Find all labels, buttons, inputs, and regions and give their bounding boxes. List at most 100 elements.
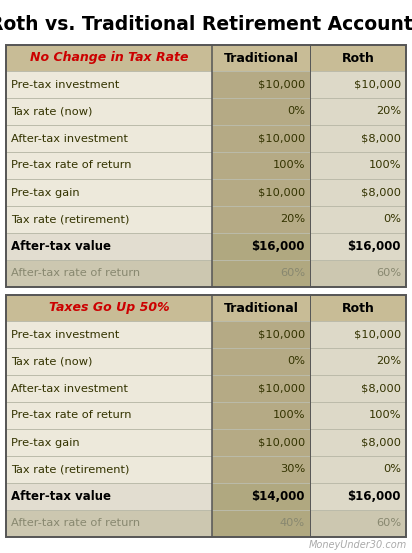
Bar — [6, 483, 212, 510]
Bar — [212, 456, 310, 483]
Bar — [212, 510, 310, 537]
Bar — [6, 152, 212, 179]
Text: $8,000: $8,000 — [361, 187, 401, 197]
Bar — [6, 98, 212, 125]
Text: Roth: Roth — [342, 51, 375, 65]
Bar — [212, 206, 310, 233]
Text: $10,000: $10,000 — [258, 80, 305, 90]
Text: $10,000: $10,000 — [258, 133, 305, 143]
Text: Pre-tax gain: Pre-tax gain — [11, 437, 80, 447]
Text: Tax rate (now): Tax rate (now) — [11, 107, 92, 117]
Bar — [6, 295, 406, 321]
Text: 0%: 0% — [287, 107, 305, 117]
Bar — [212, 348, 310, 375]
Bar — [6, 206, 212, 233]
Bar — [212, 321, 310, 348]
Bar — [310, 125, 406, 152]
Text: 60%: 60% — [376, 269, 401, 279]
Text: $10,000: $10,000 — [258, 187, 305, 197]
Bar — [6, 260, 212, 287]
Text: After-tax value: After-tax value — [11, 490, 111, 503]
Bar — [310, 71, 406, 98]
Bar — [310, 260, 406, 287]
Bar — [212, 233, 310, 260]
Text: Pre-tax rate of return: Pre-tax rate of return — [11, 410, 131, 420]
Text: 60%: 60% — [280, 269, 305, 279]
Text: After-tax rate of return: After-tax rate of return — [11, 519, 140, 529]
Text: 0%: 0% — [287, 357, 305, 367]
Bar — [310, 98, 406, 125]
Bar — [212, 402, 310, 429]
Bar — [310, 375, 406, 402]
Text: $14,000: $14,000 — [251, 490, 305, 503]
Text: Roth vs. Traditional Retirement Accounts: Roth vs. Traditional Retirement Accounts — [0, 15, 412, 34]
Text: $10,000: $10,000 — [258, 383, 305, 394]
Text: $10,000: $10,000 — [258, 437, 305, 447]
Text: 20%: 20% — [280, 215, 305, 225]
Bar — [310, 321, 406, 348]
Bar — [212, 98, 310, 125]
Text: $10,000: $10,000 — [354, 80, 401, 90]
Bar — [6, 179, 212, 206]
Text: $10,000: $10,000 — [354, 330, 401, 340]
Bar — [6, 71, 212, 98]
Text: Taxes Go Up 50%: Taxes Go Up 50% — [49, 301, 169, 315]
Text: 0%: 0% — [383, 465, 401, 474]
Bar — [212, 429, 310, 456]
Text: $16,000: $16,000 — [251, 240, 305, 253]
Text: After-tax value: After-tax value — [11, 240, 111, 253]
Text: After-tax investment: After-tax investment — [11, 383, 128, 394]
Text: No Change in Tax Rate: No Change in Tax Rate — [30, 51, 188, 65]
Bar — [310, 483, 406, 510]
Text: Pre-tax investment: Pre-tax investment — [11, 80, 119, 90]
Bar — [310, 510, 406, 537]
Bar — [310, 348, 406, 375]
Bar — [212, 179, 310, 206]
Text: $16,000: $16,000 — [347, 490, 401, 503]
Text: 100%: 100% — [368, 410, 401, 420]
Text: 100%: 100% — [272, 410, 305, 420]
Text: Roth: Roth — [342, 301, 375, 315]
Text: 60%: 60% — [376, 519, 401, 529]
Text: 100%: 100% — [368, 160, 401, 170]
Bar — [212, 375, 310, 402]
Bar — [6, 348, 212, 375]
Bar — [212, 152, 310, 179]
Text: Tax rate (now): Tax rate (now) — [11, 357, 92, 367]
Text: 20%: 20% — [376, 357, 401, 367]
Bar — [212, 260, 310, 287]
Text: 40%: 40% — [280, 519, 305, 529]
Bar — [6, 456, 212, 483]
Bar — [310, 233, 406, 260]
Bar — [6, 45, 406, 71]
Bar — [6, 429, 212, 456]
Bar — [6, 375, 212, 402]
Text: $16,000: $16,000 — [347, 240, 401, 253]
Text: Pre-tax rate of return: Pre-tax rate of return — [11, 160, 131, 170]
Bar — [310, 206, 406, 233]
Bar — [6, 402, 212, 429]
Bar — [6, 321, 212, 348]
Bar — [310, 429, 406, 456]
Text: Traditional: Traditional — [224, 51, 298, 65]
Bar — [212, 125, 310, 152]
Text: $8,000: $8,000 — [361, 383, 401, 394]
Text: Traditional: Traditional — [224, 301, 298, 315]
Bar — [310, 152, 406, 179]
Bar — [310, 402, 406, 429]
Bar — [6, 510, 212, 537]
Text: 100%: 100% — [272, 160, 305, 170]
Text: 30%: 30% — [280, 465, 305, 474]
Text: After-tax rate of return: After-tax rate of return — [11, 269, 140, 279]
Text: $8,000: $8,000 — [361, 437, 401, 447]
Text: Tax rate (retirement): Tax rate (retirement) — [11, 465, 129, 474]
Text: After-tax investment: After-tax investment — [11, 133, 128, 143]
Text: Pre-tax investment: Pre-tax investment — [11, 330, 119, 340]
Text: Pre-tax gain: Pre-tax gain — [11, 187, 80, 197]
Text: 0%: 0% — [383, 215, 401, 225]
Text: $10,000: $10,000 — [258, 330, 305, 340]
Bar — [310, 179, 406, 206]
Text: MoneyUnder30.com: MoneyUnder30.com — [309, 540, 407, 550]
Bar — [212, 71, 310, 98]
Bar — [212, 483, 310, 510]
